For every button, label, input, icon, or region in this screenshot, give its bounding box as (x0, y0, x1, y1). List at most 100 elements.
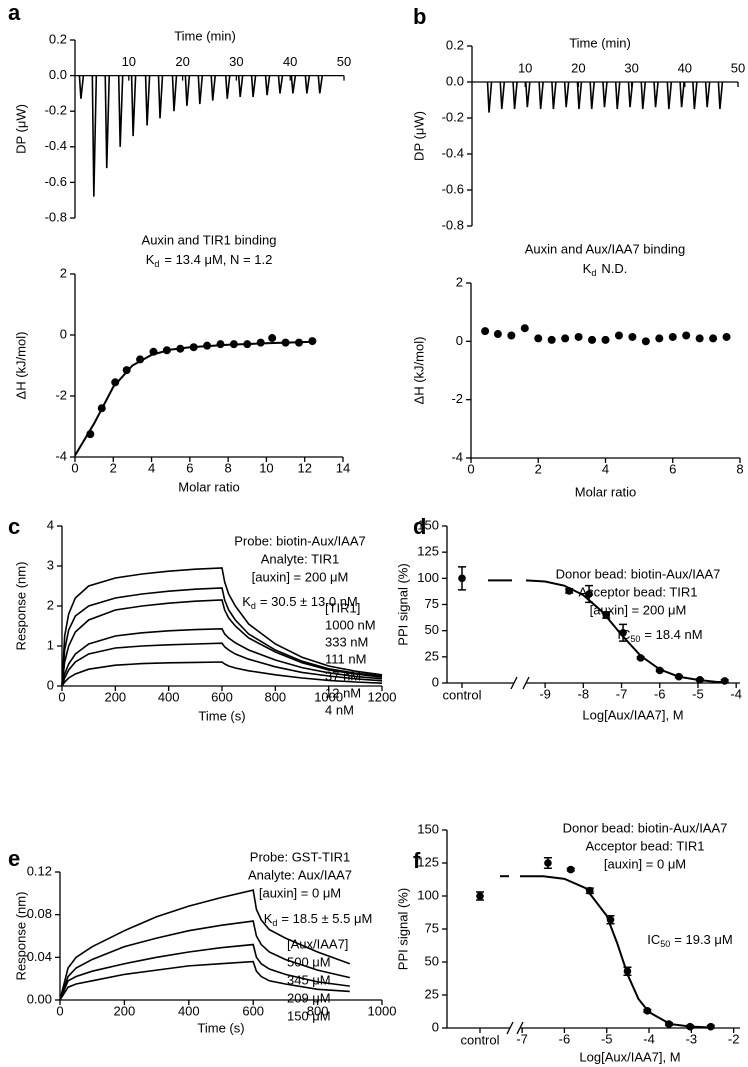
x-tick-label: -9 (539, 686, 551, 701)
response-curve (59, 920, 350, 1001)
x-tick-label: -3 (686, 1031, 698, 1046)
data-point (203, 341, 212, 350)
x-category-label: control (460, 1032, 499, 1047)
data-point (308, 337, 317, 346)
x-tick-label: 6 (186, 460, 193, 475)
injection-peak (525, 81, 531, 108)
data-point (668, 332, 677, 341)
panel-label: d (413, 514, 426, 539)
response-curve (61, 627, 383, 687)
kd-annotation: Kd = 18.5 ± 5.5 μM (264, 911, 373, 928)
data-point (665, 1020, 673, 1028)
response-curve (61, 587, 383, 687)
x-tick-label: 50 (337, 54, 351, 69)
plot-title: Auxin and TIR1 binding (142, 232, 277, 247)
legend-entry: 4 nM (325, 702, 354, 717)
injection-peak (614, 81, 621, 110)
x-axis-title: Molar ratio (575, 484, 636, 499)
data-point (561, 334, 570, 343)
plot-title: Auxin and Aux/IAA7 binding (525, 241, 685, 256)
data-point (682, 331, 691, 340)
data-point (602, 611, 611, 619)
injection-peak (551, 81, 557, 110)
x-axis-title: Time (s) (197, 1020, 244, 1035)
annotation: Acceptor bead: TIR1 (579, 584, 698, 599)
data-point (189, 343, 198, 352)
legend-title: [TIR1] (325, 600, 360, 615)
data-point (722, 332, 731, 341)
response-curve (59, 889, 351, 1001)
injection-peak (602, 81, 608, 108)
injection-peak (224, 75, 231, 99)
x-tick-label: 1200 (368, 689, 397, 704)
injection-peak (250, 75, 257, 98)
x-tick-label: 800 (264, 689, 286, 704)
ic50-annotation: IC50= 18.4 nM (617, 627, 702, 644)
x-tick-label: 800 (307, 1003, 329, 1018)
injection-peak (563, 81, 570, 108)
data-point (619, 628, 627, 637)
y-tick-label: 25 (425, 648, 439, 663)
x-tick-label: 50 (731, 60, 745, 75)
data-point (695, 334, 704, 343)
y-tick-label: 2 (60, 265, 67, 280)
y-tick-label: 0.08 (27, 906, 52, 921)
injection-peak (171, 75, 178, 112)
legend-entry: 150 μM (287, 1008, 331, 1023)
injection-peak (692, 81, 698, 110)
plot-subtitle-tail: N.D. (601, 261, 627, 276)
y-tick-label: 0 (60, 326, 67, 341)
control-point (458, 574, 466, 583)
injection-peak (589, 81, 595, 110)
x-tick-label: 0 (56, 1003, 63, 1018)
injection-peak (486, 81, 493, 113)
kd-annotation-main: K (264, 911, 273, 926)
response-curve (61, 599, 383, 687)
annotation: [auxin] = 200 μM (590, 602, 687, 617)
x-tick-label: 2 (110, 460, 117, 475)
fit-curve (520, 875, 709, 1029)
injection-peak (512, 81, 518, 110)
y-tick-label: -4 (55, 448, 67, 463)
data-point (709, 334, 718, 343)
legend-entry: 12 nM (325, 685, 361, 700)
x-tick-label: -2 (728, 1031, 740, 1046)
y-tick-label: 75 (425, 596, 439, 611)
legend-entry: 500 μM (287, 954, 331, 969)
ic50-annotation-main: IC (647, 932, 660, 947)
x-tick-label: 0 (71, 460, 78, 475)
kd-annotation-sub: d (272, 918, 277, 928)
x-tick-label: 0 (467, 461, 474, 476)
data-point (268, 334, 277, 343)
x-tick-label: 10 (518, 60, 532, 75)
annotation: Probe: biotin-Aux/IAA7 (234, 533, 366, 548)
kd-annotation-tail: = 18.5 ± 5.5 μM (281, 911, 372, 926)
kd-annotation-main: K (242, 594, 251, 609)
data-point (720, 677, 729, 685)
x-axis-title: Molar ratio (178, 479, 239, 494)
y-axis-title: ΔH (kJ/mol) (411, 337, 426, 405)
x-tick-label: 400 (178, 1003, 200, 1018)
x-tick-label: 14 (336, 460, 350, 475)
data-point (294, 338, 303, 347)
injection-peak (277, 75, 284, 94)
response-curve (61, 642, 383, 687)
response-curve (61, 661, 383, 687)
panel-label: f (413, 848, 421, 873)
y-tick-label: -0.2 (442, 109, 464, 124)
data-point (696, 676, 704, 684)
panel-label: e (8, 846, 20, 871)
injection-peak (210, 75, 217, 101)
panel-label: b (413, 4, 426, 29)
annotation: [auxin] = 0 μM (259, 885, 341, 900)
x-tick-label: 20 (571, 60, 585, 75)
data-point (534, 334, 543, 343)
y-tick-label: 150 (417, 517, 439, 532)
ic50-annotation-sub: 50 (660, 939, 670, 949)
y-tick-label: 3 (47, 557, 54, 572)
data-point (111, 378, 120, 387)
data-point (281, 338, 290, 347)
x-tick-label: -6 (559, 1031, 571, 1046)
data-point (256, 338, 265, 347)
